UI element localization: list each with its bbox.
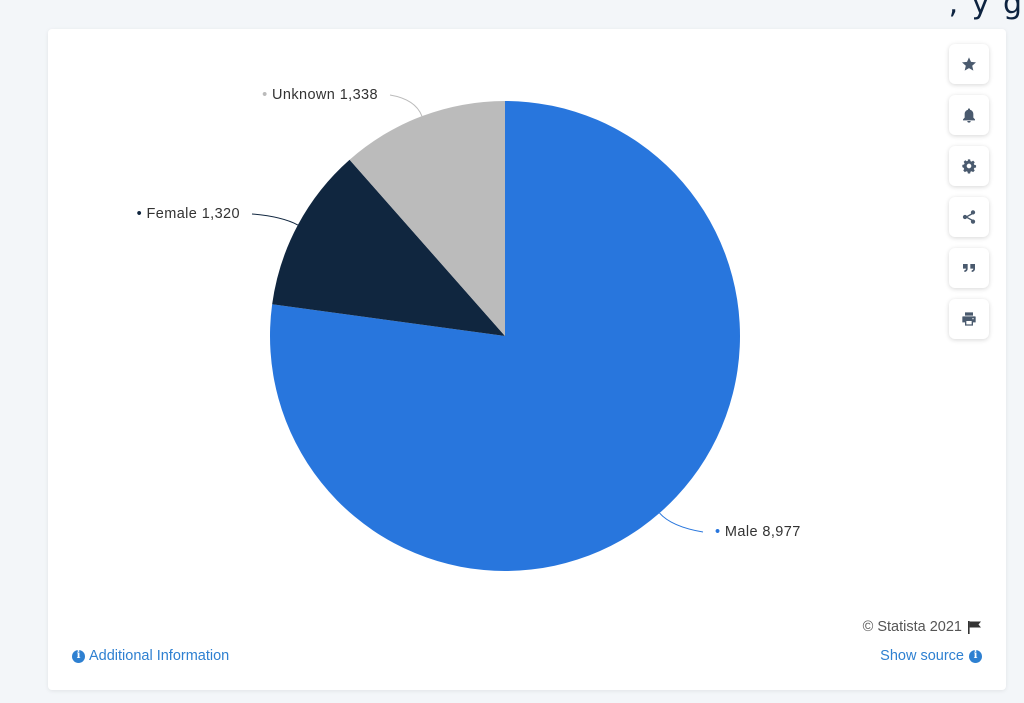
info-icon: i bbox=[72, 649, 85, 663]
quote-icon bbox=[963, 264, 975, 272]
print-button[interactable] bbox=[949, 299, 989, 339]
slice-label-female: • Female 1,320 bbox=[137, 206, 240, 222]
bell-icon bbox=[963, 108, 975, 123]
slice-label-male: • Male 8,977 bbox=[715, 524, 801, 540]
cite-button[interactable] bbox=[949, 248, 989, 288]
star-icon bbox=[962, 57, 976, 71]
connector-male bbox=[659, 512, 704, 533]
gear-icon bbox=[962, 159, 977, 174]
flag-icon[interactable] bbox=[968, 620, 982, 634]
pie-chart: • Male 8,977 • Female 1,320 • Unknown 1,33… bbox=[137, 87, 801, 571]
share-button[interactable] bbox=[949, 197, 989, 237]
chart-toolbar bbox=[949, 44, 991, 350]
notification-button[interactable] bbox=[949, 95, 989, 135]
settings-button[interactable] bbox=[949, 146, 989, 186]
slice-label-unknown: • Unknown 1,338 bbox=[262, 87, 378, 103]
additional-information-label: Additional Information bbox=[89, 648, 230, 664]
chart-card: • Male 8,977 • Female 1,320 • Unknown 1,33… bbox=[48, 29, 1006, 690]
copyright-text: © Statista 2021 bbox=[862, 619, 962, 635]
copyright-notice: © Statista 2021 bbox=[863, 619, 982, 635]
connector-unknown bbox=[389, 94, 423, 117]
connector-female bbox=[251, 213, 299, 226]
favorite-button[interactable] bbox=[949, 44, 989, 84]
pie-slice-female[interactable] bbox=[272, 159, 505, 336]
show-source-label: Show source bbox=[880, 648, 964, 664]
show-source-link[interactable]: Show source i bbox=[880, 648, 982, 664]
info-icon: i bbox=[969, 649, 982, 663]
page-heading-fragment: , y g bbox=[948, 0, 1024, 21]
additional-information-link[interactable]: i Additional Information bbox=[72, 648, 229, 664]
share-icon bbox=[962, 210, 976, 224]
print-icon bbox=[962, 312, 976, 326]
pie-slice-unknown[interactable] bbox=[349, 101, 505, 336]
